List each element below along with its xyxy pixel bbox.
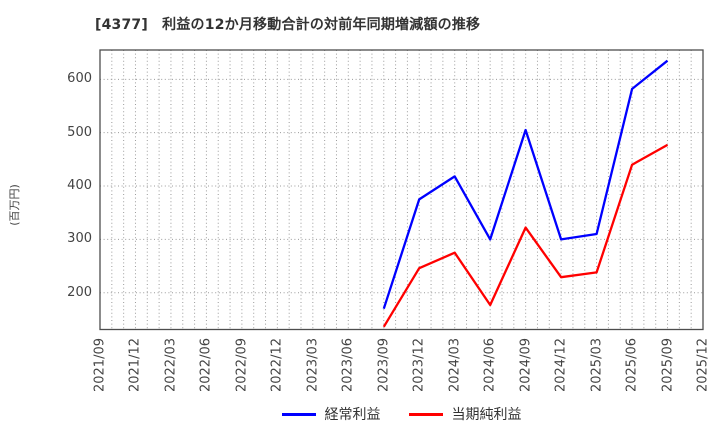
y-tick-label: 400 [67, 178, 92, 194]
x-tick-label: 2025/09 [660, 337, 676, 393]
series-line-0 [382, 59, 669, 310]
x-tick-label: 2022/06 [198, 337, 214, 393]
x-tick-label: 2022/09 [234, 337, 250, 393]
x-tick-label: 2025/03 [589, 337, 605, 393]
x-tick-label: 2024/06 [482, 337, 498, 393]
chart-title: [4377] 利益の12か月移動合計の対前年同期増減額の推移 [95, 17, 481, 33]
legend: 経常利益 当期純利益 [100, 403, 703, 425]
x-tick-label: 2021/09 [92, 337, 108, 393]
x-tick-label: 2024/09 [518, 337, 534, 393]
x-tick-label: 2023/09 [376, 337, 392, 393]
y-tick-label: 600 [67, 71, 92, 87]
x-tick-label: 2024/03 [447, 337, 463, 393]
x-tick-label: 2022/03 [163, 337, 179, 393]
x-tick-label: 2022/12 [269, 337, 285, 393]
y-tick-label: 500 [67, 124, 92, 140]
x-tick-label: 2025/12 [695, 337, 711, 393]
legend-item-net-profit: 当期純利益 [408, 404, 522, 424]
plot-frame [99, 49, 704, 331]
net-profit-label: 当期純利益 [451, 407, 522, 423]
x-tick-label: 2023/03 [305, 337, 321, 393]
x-tick-label: 2025/06 [624, 337, 640, 393]
series-line-1 [382, 143, 669, 328]
net-profit-line-swatch [408, 412, 443, 416]
ordinary-profit-line-swatch [281, 412, 316, 416]
x-tick-label: 2024/12 [553, 337, 569, 393]
y-tick-label: 200 [67, 284, 92, 300]
x-tick-label: 2021/12 [127, 337, 143, 393]
legend-item-ordinary-profit: 経常利益 [281, 404, 381, 424]
x-tick-label: 2023/12 [411, 337, 427, 393]
ordinary-profit-label: 経常利益 [324, 407, 381, 423]
x-tick-label: 2023/06 [340, 337, 356, 393]
y-tick-label: 300 [67, 231, 92, 247]
